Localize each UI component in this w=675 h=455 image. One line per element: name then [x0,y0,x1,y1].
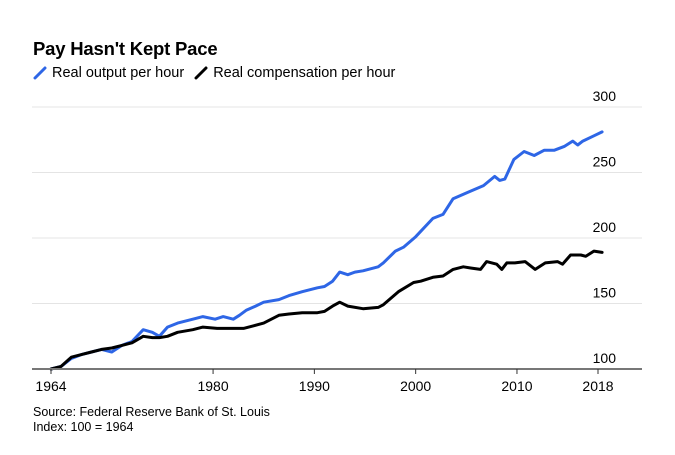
y-tick-label-100: 100 [593,350,617,366]
x-tick-label-2010: 2010 [501,378,532,394]
y-tick-label-150: 150 [593,285,617,301]
x-tick-label-1964: 1964 [35,378,66,394]
x-tick-label-2018: 2018 [582,378,613,394]
x-axis: 1964 1980 1990 2000 2010 2018 [32,368,642,394]
series-line-compensation [49,249,604,371]
legend-swatch-compensation [194,66,208,80]
line-swatch-icon [33,66,47,80]
y-tick-label-250: 250 [593,154,617,170]
legend-label-compensation: Real compensation per hour [213,65,396,81]
y-tick-label-200: 200 [593,219,617,235]
legend-label-output: Real output per hour [52,65,185,81]
chart-title: Pay Hasn't Kept Pace [33,38,218,59]
y-axis-labels: 100 150 200 250 300 [593,88,617,366]
source-note: Source: Federal Reserve Bank of St. Loui… [33,405,270,434]
x-tick-label-2000: 2000 [400,378,431,394]
index-note: Index: 100 = 1964 [33,419,134,434]
line-swatch-icon [194,66,208,80]
series-lines [49,130,604,371]
x-tick-label-1990: 1990 [299,378,330,394]
legend-item-compensation: Real compensation per hour [194,65,395,81]
legend-item-output: Real output per hour [33,65,184,81]
series-line-output [49,130,604,371]
y-tick-label-300: 300 [593,88,617,104]
legend-swatch-output [33,66,47,80]
legend: Real output per hour Real compensation p… [33,65,405,81]
x-tick-label-1980: 1980 [197,378,228,394]
gridlines [32,106,642,304]
source-text: Source: Federal Reserve Bank of St. Loui… [33,405,270,419]
